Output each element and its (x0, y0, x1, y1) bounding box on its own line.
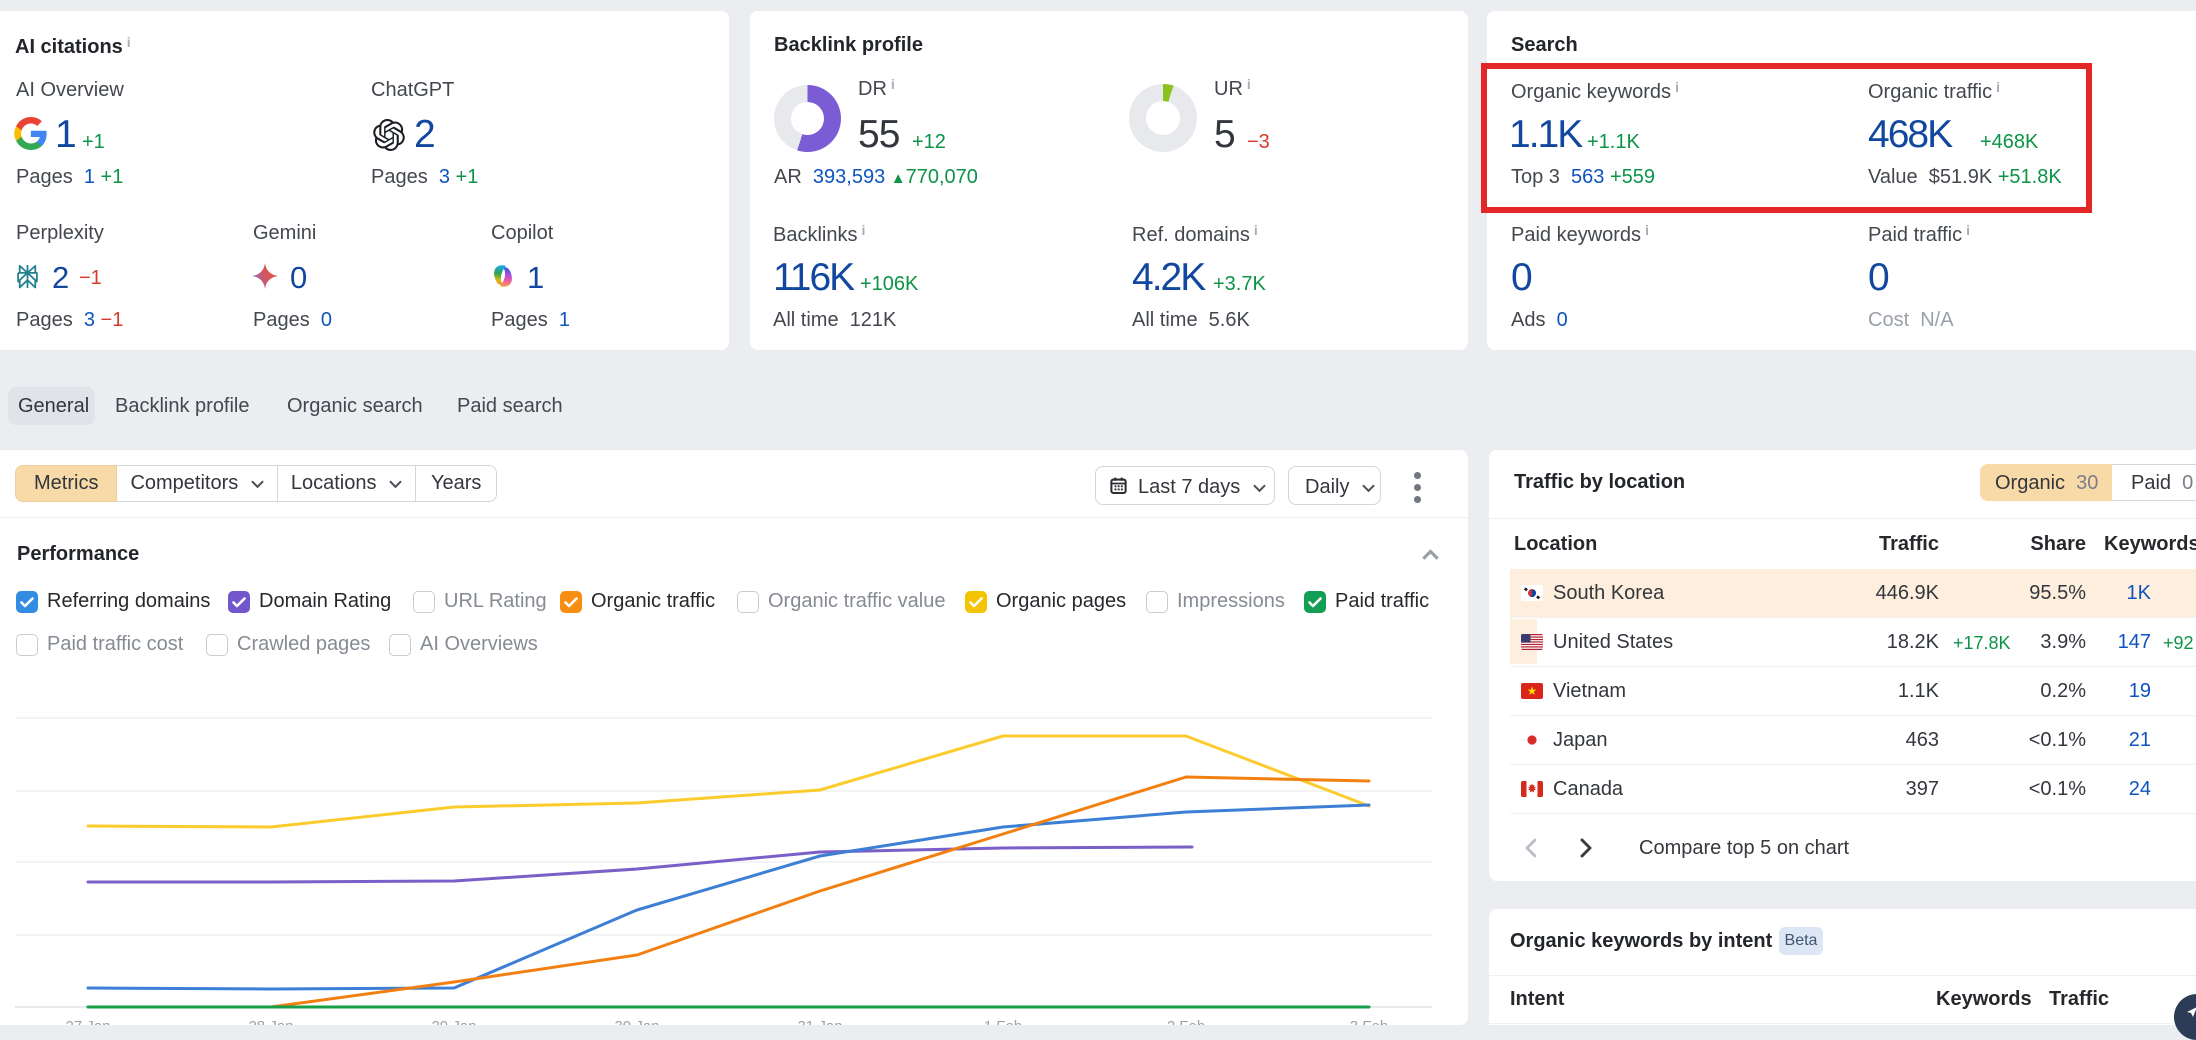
svg-text:2 Feb: 2 Feb (1167, 1018, 1205, 1025)
svg-text:1 Feb: 1 Feb (984, 1018, 1022, 1025)
svg-text:30 Jan: 30 Jan (614, 1018, 659, 1025)
svg-text:28 Jan: 28 Jan (248, 1018, 293, 1025)
svg-text:3 Feb: 3 Feb (1350, 1018, 1388, 1025)
svg-text:27 Jan: 27 Jan (65, 1018, 110, 1025)
svg-text:31 Jan: 31 Jan (797, 1018, 842, 1025)
svg-text:29 Jan: 29 Jan (431, 1018, 476, 1025)
